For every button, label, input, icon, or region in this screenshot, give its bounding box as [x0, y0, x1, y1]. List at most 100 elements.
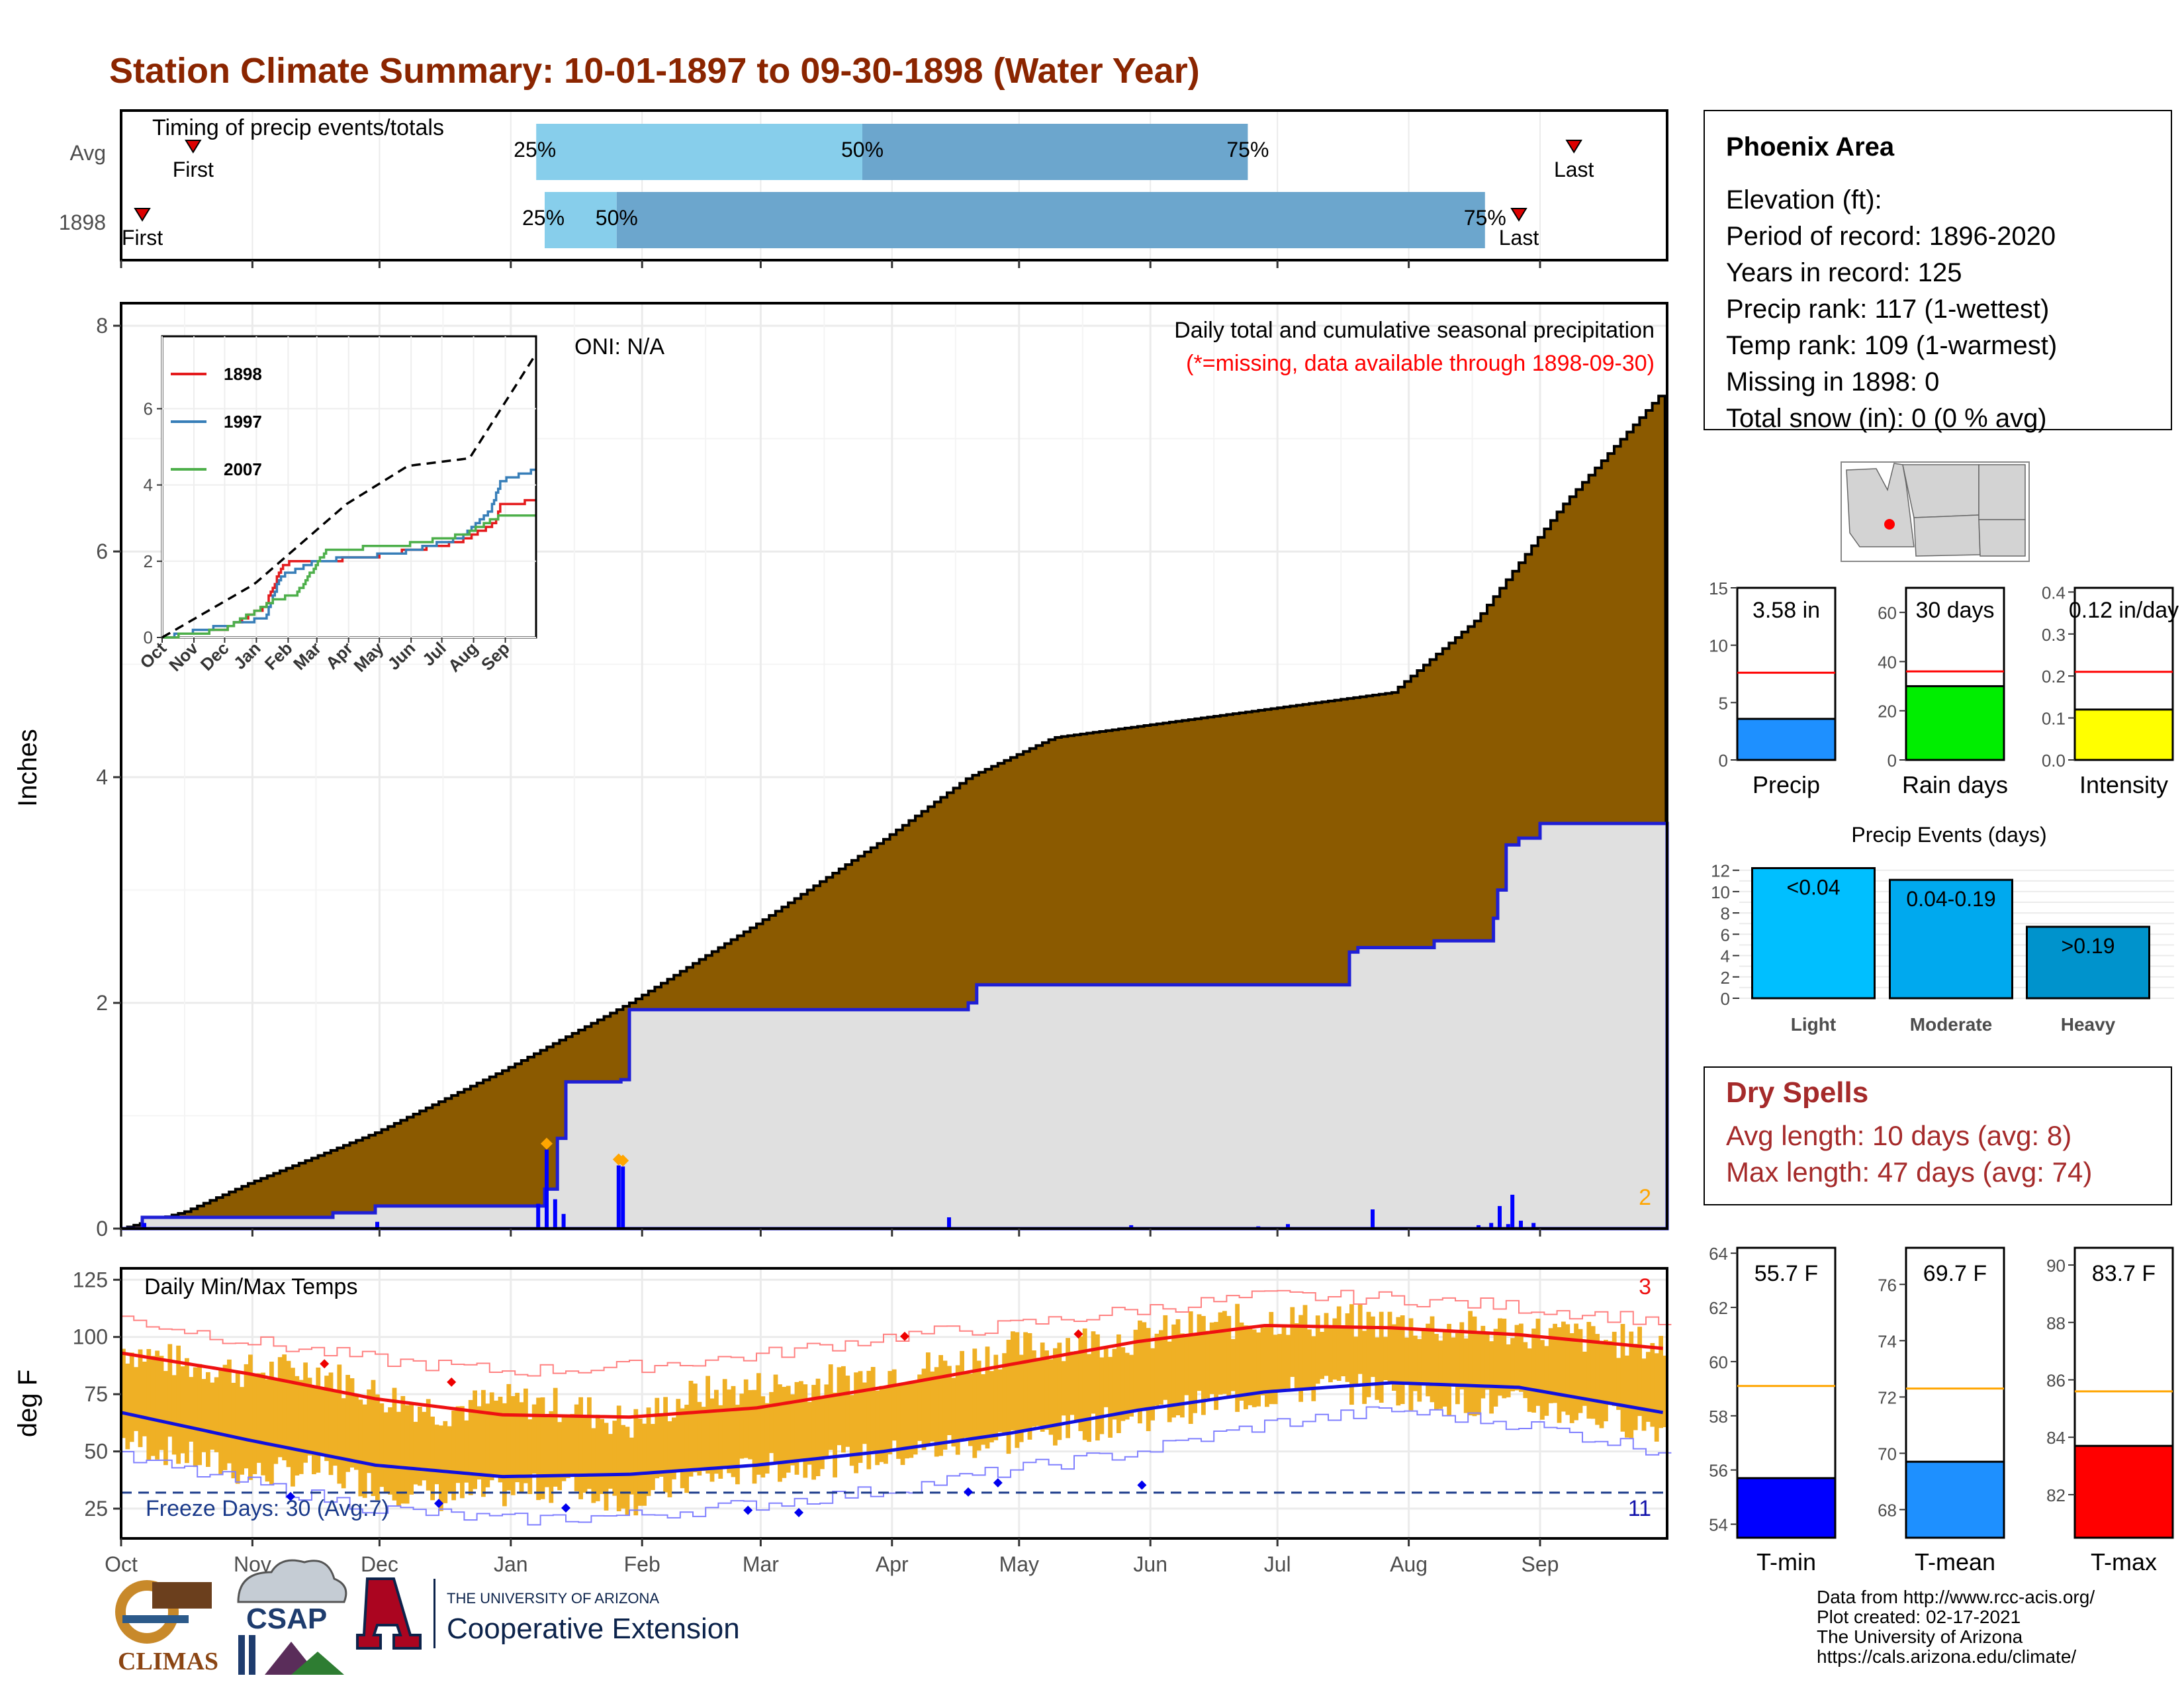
mini-bar-value — [1905, 685, 2005, 761]
temp-daily-bar — [193, 1367, 198, 1468]
temp-daily-bar — [468, 1399, 473, 1495]
events-ytick-label: 8 — [1721, 904, 1730, 923]
temp-daily-bar — [324, 1376, 329, 1462]
temp-daily-bar — [909, 1382, 914, 1458]
temp-daily-bar — [235, 1372, 240, 1484]
events-ytick-label: 0 — [1721, 989, 1730, 1009]
daily-precip-bar — [1477, 1225, 1480, 1229]
temp-daily-bar — [820, 1397, 825, 1470]
temp-daily-bar — [790, 1394, 795, 1466]
temp-daily-bar — [637, 1419, 643, 1506]
events-bar-label: >0.19 — [2062, 934, 2115, 958]
temp-daily-bar — [997, 1369, 1003, 1432]
timing-p75-label: 75% — [1464, 206, 1506, 230]
temp-bar-ytick: 58 — [1709, 1407, 1728, 1427]
temp-daily-bar — [367, 1389, 371, 1474]
temp-daily-bar — [163, 1371, 168, 1466]
temp-daily-bar — [578, 1397, 583, 1499]
temp-daily-bar — [1315, 1315, 1320, 1384]
temp-bar-ytick: 72 — [1878, 1387, 1897, 1407]
temp-daily-bar — [252, 1373, 257, 1474]
inset-month-label: Jan — [230, 638, 265, 673]
mini-bar-ytick: 60 — [1878, 603, 1897, 623]
station-info-line: Temp rank: 109 (1-warmest) — [1726, 331, 2057, 360]
temp-lines — [120, 1289, 1672, 1526]
temp-daily-bar — [828, 1364, 833, 1450]
month-label: Feb — [624, 1552, 660, 1576]
temp-bar-charts: 54 56 58 60 62 64 55.7 F T-min 68 70 72 74 76 69.7 F T… — [1709, 1244, 2174, 1575]
temp-daily-bar — [1218, 1312, 1223, 1395]
timing-row-avg: Avg — [69, 141, 106, 165]
precip-ylabel: Inches — [13, 729, 42, 807]
temp-daily-bar — [1565, 1324, 1570, 1415]
temp-daily-bar — [485, 1403, 490, 1487]
ua-big-text: Cooperative Extension — [447, 1613, 740, 1645]
temp-daily-bar — [756, 1373, 761, 1475]
temp-bar-ytick: 74 — [1878, 1331, 1897, 1351]
temp-daily-bar — [502, 1403, 507, 1507]
temp-ytick-label: 100 — [73, 1325, 108, 1349]
temp-ytick-label: 125 — [73, 1268, 108, 1291]
temp-daily-bar — [392, 1387, 397, 1501]
record-low-marker — [286, 1491, 295, 1501]
temp-daily-bar — [1451, 1337, 1456, 1387]
temp-daily-bar — [1248, 1325, 1253, 1405]
temp-daily-bar — [473, 1390, 477, 1489]
daily-precip-bar — [142, 1223, 146, 1229]
temp-daily-bar — [1053, 1348, 1058, 1446]
events-category-label: Heavy — [2061, 1014, 2116, 1035]
temp-daily-bar — [1557, 1327, 1562, 1423]
month-label: Sep — [1522, 1552, 1559, 1576]
temp-bar-ytick: 64 — [1709, 1244, 1728, 1264]
events-ytick-label: 12 — [1711, 861, 1730, 881]
mini-bar-value-label: 0.12 in/day — [2069, 598, 2179, 623]
temp-daily-bar — [875, 1390, 880, 1466]
inset-legend-label: 1997 — [224, 412, 262, 432]
temp-daily-bar — [1586, 1321, 1592, 1419]
temp-daily-bar — [244, 1364, 249, 1469]
station-location-dot — [1884, 519, 1895, 530]
temp-daily-bar — [1650, 1342, 1655, 1427]
temp-daily-bar — [1328, 1326, 1333, 1383]
temp-daily-bar — [574, 1404, 579, 1491]
record-high-marker — [320, 1359, 330, 1369]
precip-ytick-label: 4 — [96, 765, 108, 789]
temp-daily-bar — [510, 1396, 516, 1495]
temp-daily-bar — [646, 1407, 651, 1496]
temp-bar-axis-label: T-min — [1756, 1548, 1816, 1575]
temp-daily-bar — [1392, 1324, 1396, 1391]
temp-daily-bar — [1612, 1331, 1617, 1407]
events-category-label: Light — [1791, 1014, 1836, 1035]
temp-daily-bar — [1048, 1359, 1054, 1435]
temp-daily-bar — [1015, 1332, 1020, 1448]
inset-line-2007 — [162, 514, 535, 639]
temp-daily-bar — [752, 1389, 757, 1484]
temp-daily-bar — [1527, 1348, 1532, 1412]
inset-month-label: May — [349, 638, 387, 676]
temp-daily-bar — [709, 1398, 715, 1482]
inset-month-label: Apr — [322, 638, 357, 673]
temp-daily-bar — [1396, 1317, 1401, 1406]
temp-daily-bar — [337, 1364, 342, 1484]
temp-daily-bar — [1091, 1331, 1096, 1414]
temp-daily-bar — [1040, 1342, 1045, 1432]
temp-daily-bar — [265, 1379, 270, 1482]
mini-bar-axis-label: Rain days — [1902, 771, 2008, 798]
month-label: Aug — [1390, 1552, 1428, 1576]
temp-daily-bar — [1578, 1329, 1583, 1413]
temp-bar-ytick: 62 — [1709, 1298, 1728, 1318]
temp-daily-bar — [197, 1364, 202, 1466]
record-low-marker — [561, 1503, 570, 1513]
station-info-line: Missing in 1898: 0 — [1726, 367, 1939, 397]
temp-daily-bar — [481, 1389, 486, 1497]
inset-month-label: Nov — [165, 638, 202, 675]
last-label: Last — [1499, 226, 1539, 250]
mini-bar-value-label: 30 days — [1915, 598, 1994, 623]
mini-bar-ytick: 0.4 — [2042, 583, 2066, 602]
temp-daily-bar — [803, 1384, 808, 1478]
temp-daily-bar — [1375, 1337, 1380, 1400]
inset-month-label: Oct — [136, 638, 170, 673]
temp-daily-bar — [642, 1423, 647, 1506]
temp-daily-bar — [862, 1382, 867, 1444]
temp-daily-bar — [1387, 1311, 1392, 1382]
